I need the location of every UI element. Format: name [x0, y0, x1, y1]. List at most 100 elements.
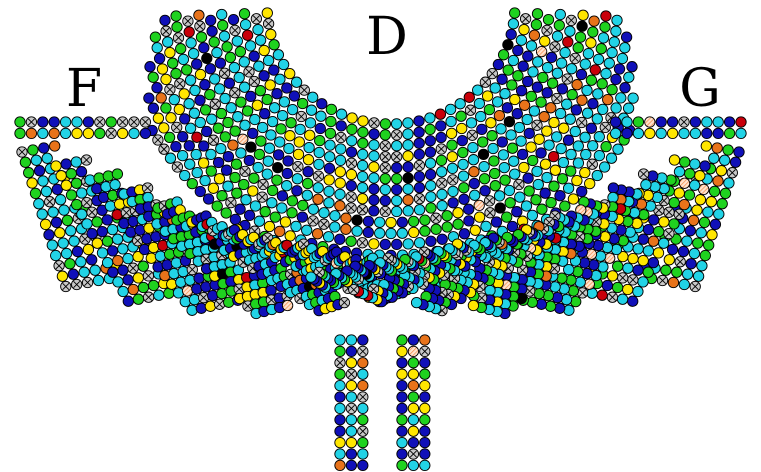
seat-d[interactable] [233, 71, 245, 84]
seat-d[interactable] [503, 184, 516, 197]
seat-d[interactable] [511, 206, 523, 218]
seat-f[interactable] [92, 274, 105, 287]
seat-d[interactable] [334, 448, 346, 460]
seat-d[interactable] [271, 174, 283, 186]
seat-g[interactable] [601, 241, 614, 254]
seat-g[interactable] [691, 204, 703, 216]
seat-d[interactable] [272, 49, 285, 61]
seat-d[interactable] [622, 102, 635, 114]
seat-d[interactable] [539, 187, 551, 199]
seat-f[interactable] [82, 127, 95, 140]
seat-d[interactable] [291, 185, 303, 197]
seat-g[interactable] [637, 276, 649, 288]
seat-g[interactable] [565, 274, 577, 286]
seat-d[interactable] [268, 102, 281, 114]
seat-d[interactable] [195, 31, 208, 43]
seat-d[interactable] [402, 117, 414, 129]
seat-g[interactable] [723, 127, 736, 140]
seat-d[interactable] [407, 436, 420, 449]
seat-d[interactable] [477, 136, 489, 148]
seat-d[interactable] [402, 205, 414, 217]
seat-f[interactable] [41, 152, 53, 164]
seat-f[interactable] [122, 252, 134, 265]
seat-d[interactable] [243, 154, 255, 167]
seat-d[interactable] [522, 172, 534, 184]
seat-g-unavailable[interactable] [656, 274, 669, 287]
seat-d[interactable] [402, 172, 414, 184]
seat-d[interactable] [263, 142, 276, 154]
seat-d[interactable] [238, 178, 250, 191]
seat-d[interactable] [312, 193, 324, 205]
seat-d[interactable] [274, 136, 286, 148]
seat-d[interactable] [530, 18, 543, 31]
seat-d[interactable] [396, 391, 408, 403]
seat-d-unavailable[interactable] [519, 13, 532, 25]
seat-d[interactable] [356, 159, 369, 172]
seat-f[interactable] [75, 166, 88, 178]
seat-g[interactable] [681, 235, 693, 247]
seat-d[interactable] [391, 183, 403, 196]
seat-g[interactable] [622, 262, 634, 274]
seat-d[interactable] [424, 157, 437, 169]
seat-d[interactable] [531, 165, 543, 178]
seat-d[interactable] [527, 154, 539, 167]
seat-g[interactable] [649, 181, 661, 193]
seat-d-unavailable[interactable] [152, 134, 164, 146]
seat-f[interactable] [37, 116, 49, 128]
seat-d[interactable] [345, 379, 358, 392]
seat-f-unavailable[interactable] [94, 116, 106, 128]
seat-d[interactable] [557, 156, 570, 169]
seat-g[interactable] [542, 289, 554, 302]
seat-f[interactable] [49, 140, 61, 152]
seat-d[interactable] [565, 63, 578, 75]
seat-d[interactable] [501, 211, 513, 223]
seat-g[interactable] [622, 215, 634, 228]
seat-d[interactable] [345, 180, 357, 192]
seat-g-unavailable[interactable] [673, 208, 685, 220]
seat-d[interactable] [238, 56, 250, 68]
seat-d[interactable] [473, 211, 486, 223]
seat-d-unavailable[interactable] [225, 196, 237, 209]
seat-d[interactable] [525, 90, 537, 103]
seat-f[interactable] [168, 267, 180, 280]
seat-f[interactable] [104, 200, 117, 212]
seat-g[interactable] [666, 116, 679, 128]
seat-d[interactable] [241, 105, 254, 117]
seat-g[interactable] [682, 268, 694, 280]
seat-d[interactable] [525, 40, 538, 52]
seat-d[interactable] [303, 141, 315, 154]
seat-d-unavailable[interactable] [262, 18, 275, 30]
seat-d-unavailable[interactable] [436, 177, 448, 189]
seat-d[interactable] [528, 105, 541, 117]
seat-g[interactable] [612, 260, 624, 272]
seat-d[interactable] [313, 158, 325, 171]
seat-d[interactable] [216, 190, 228, 202]
seat-d[interactable] [177, 53, 190, 66]
seat-d[interactable] [523, 185, 535, 197]
seat-f-unavailable[interactable] [142, 291, 155, 303]
seat-d[interactable] [489, 167, 501, 180]
seat-d-unavailable[interactable] [486, 67, 498, 80]
seat-d-unavailable[interactable] [419, 345, 431, 358]
seat-g[interactable] [627, 252, 639, 265]
seat-d[interactable] [430, 223, 442, 235]
seat-f[interactable] [68, 235, 80, 247]
seat-d[interactable] [489, 180, 501, 192]
seat-d[interactable] [576, 94, 588, 106]
seat-d[interactable] [231, 187, 243, 199]
seat-d[interactable] [543, 139, 555, 151]
seat-g[interactable] [698, 216, 711, 229]
seat-g[interactable] [567, 285, 580, 297]
seat-f[interactable] [186, 304, 198, 316]
seat-d[interactable] [345, 448, 358, 460]
seat-d[interactable] [582, 47, 595, 60]
seat-d[interactable] [458, 228, 471, 240]
seat-d[interactable] [297, 199, 309, 212]
seat-f[interactable] [58, 204, 70, 216]
seat-f[interactable] [204, 300, 217, 312]
seat-d[interactable] [407, 368, 420, 380]
seat-d[interactable] [177, 131, 189, 143]
seat-d[interactable] [447, 185, 459, 198]
seat-d[interactable] [390, 118, 403, 130]
seat-d[interactable] [425, 191, 437, 203]
